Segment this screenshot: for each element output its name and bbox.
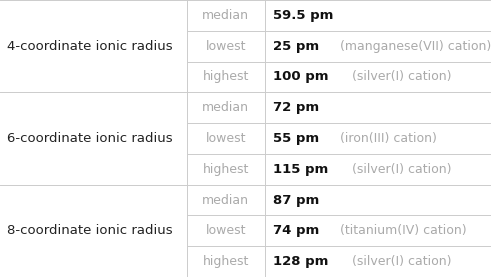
Text: 115 pm: 115 pm (273, 163, 328, 176)
Text: lowest: lowest (206, 224, 246, 237)
Text: median: median (202, 194, 249, 207)
Text: highest: highest (203, 255, 249, 268)
Text: (silver(I) cation): (silver(I) cation) (344, 255, 451, 268)
Text: (silver(I) cation): (silver(I) cation) (344, 70, 452, 83)
Text: 59.5 pm: 59.5 pm (273, 9, 333, 22)
Text: median: median (202, 9, 249, 22)
Text: (silver(I) cation): (silver(I) cation) (344, 163, 451, 176)
Text: (iron(III) cation): (iron(III) cation) (332, 132, 437, 145)
Text: 72 pm: 72 pm (273, 101, 319, 114)
Text: 6-coordinate ionic radius: 6-coordinate ionic radius (7, 132, 173, 145)
Text: lowest: lowest (206, 132, 246, 145)
Text: 25 pm: 25 pm (273, 40, 319, 53)
Text: 128 pm: 128 pm (273, 255, 328, 268)
Text: 87 pm: 87 pm (273, 194, 319, 207)
Text: 55 pm: 55 pm (273, 132, 319, 145)
Text: 74 pm: 74 pm (273, 224, 319, 237)
Text: (titanium(IV) cation): (titanium(IV) cation) (332, 224, 467, 237)
Text: 8-coordinate ionic radius: 8-coordinate ionic radius (7, 224, 173, 237)
Text: (manganese(VII) cation): (manganese(VII) cation) (332, 40, 491, 53)
Text: highest: highest (203, 70, 249, 83)
Text: highest: highest (203, 163, 249, 176)
Text: 4-coordinate ionic radius: 4-coordinate ionic radius (7, 40, 173, 53)
Text: 100 pm: 100 pm (273, 70, 328, 83)
Text: median: median (202, 101, 249, 114)
Text: lowest: lowest (206, 40, 246, 53)
